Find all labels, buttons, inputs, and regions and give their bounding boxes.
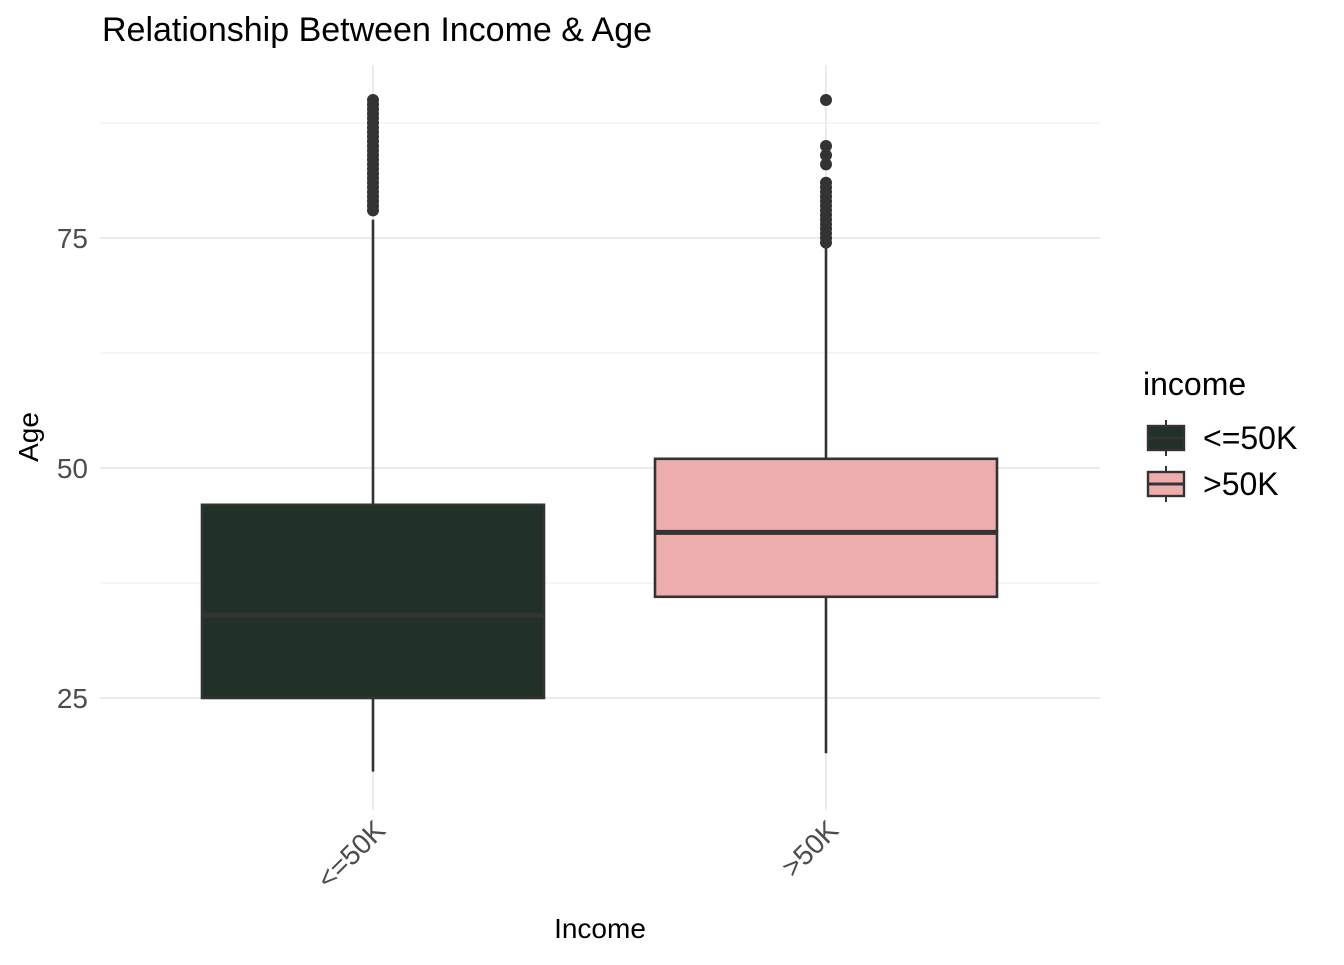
y-axis-ticks: 25 50 75 <box>57 223 88 714</box>
x-tick-label: >50K <box>776 814 845 883</box>
x-axis-title: Income <box>554 913 646 944</box>
outlier-point <box>820 176 832 189</box>
y-tick-label: 50 <box>57 453 88 484</box>
box-le-50k <box>200 94 546 772</box>
box-gt-50k <box>653 94 999 754</box>
iqr-box <box>200 503 546 700</box>
legend-label: >50K <box>1203 466 1279 502</box>
y-axis-title: Age <box>13 412 44 462</box>
legend-item: >50K <box>1146 466 1279 502</box>
legend-title: income <box>1143 366 1246 402</box>
legend-label: <=50K <box>1203 420 1297 456</box>
legend-item: <=50K <box>1146 420 1297 456</box>
y-tick-label: 25 <box>57 683 88 714</box>
x-axis-ticks: <=50K >50K <box>311 814 845 895</box>
outlier-point <box>820 158 832 171</box>
outlier-point <box>820 140 832 152</box>
outlier-point <box>820 149 832 162</box>
boxes <box>200 94 999 772</box>
legend: income <=50K >50K <box>1143 366 1297 502</box>
x-tick-label: <=50K <box>311 814 392 895</box>
y-tick-label: 75 <box>57 223 88 254</box>
outlier-point <box>367 94 379 106</box>
outlier-point <box>820 94 832 106</box>
iqr-box <box>653 457 999 599</box>
chart-title: Relationship Between Income & Age <box>102 11 652 49</box>
